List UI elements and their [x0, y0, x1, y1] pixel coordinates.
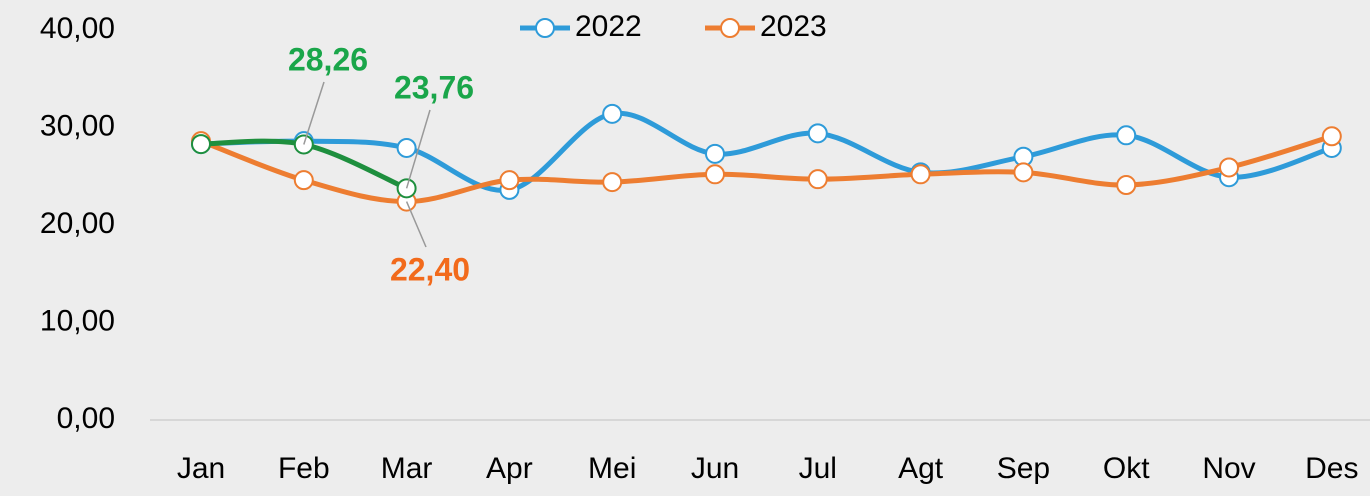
x-tick-label: Nov [1202, 452, 1255, 485]
x-tick-label: Apr [486, 452, 533, 485]
leader-line [405, 109, 431, 189]
data-point [191, 134, 211, 155]
data-label: 23,76 [394, 69, 474, 105]
data-point [293, 170, 314, 191]
legend-label: 2023 [760, 10, 827, 43]
x-tick-label: Des [1305, 452, 1358, 485]
data-label: 28,26 [288, 41, 368, 77]
y-tick-label: 30,00 [40, 109, 115, 142]
y-tick-label: 0,00 [57, 402, 115, 435]
data-point [602, 172, 623, 193]
data-point [1116, 175, 1137, 196]
legend-marker [535, 18, 555, 38]
x-tick-label: Jul [799, 452, 837, 485]
x-tick-label: Jan [177, 452, 225, 485]
series-line [200, 133, 1333, 205]
leader-line [405, 201, 427, 248]
data-point [1013, 162, 1034, 183]
data-point [602, 103, 623, 124]
legend-label: 2022 [575, 10, 642, 43]
data-point [396, 137, 417, 158]
x-tick-label: Okt [1103, 452, 1150, 485]
data-point [1219, 157, 1239, 178]
data-point [499, 170, 520, 191]
leader-line [303, 81, 325, 145]
x-tick-label: Mei [588, 452, 636, 485]
y-tick-label: 20,00 [40, 207, 115, 240]
data-point [910, 164, 931, 185]
data-point [705, 164, 725, 185]
data-point [1116, 125, 1137, 146]
x-tick-label: Feb [278, 452, 330, 485]
data-point [807, 169, 828, 190]
x-tick-label: Agt [898, 452, 944, 485]
y-tick-label: 10,00 [40, 304, 115, 337]
x-tick-label: Mar [381, 452, 433, 485]
data-point [1321, 126, 1342, 147]
data-label: 22,40 [390, 251, 470, 287]
legend-marker [720, 18, 740, 38]
data-point [705, 143, 725, 164]
x-tick-label: Sep [997, 452, 1050, 485]
data-point [807, 123, 828, 144]
x-tick-label: Jun [691, 452, 739, 485]
y-tick-label: 40,00 [40, 12, 115, 45]
